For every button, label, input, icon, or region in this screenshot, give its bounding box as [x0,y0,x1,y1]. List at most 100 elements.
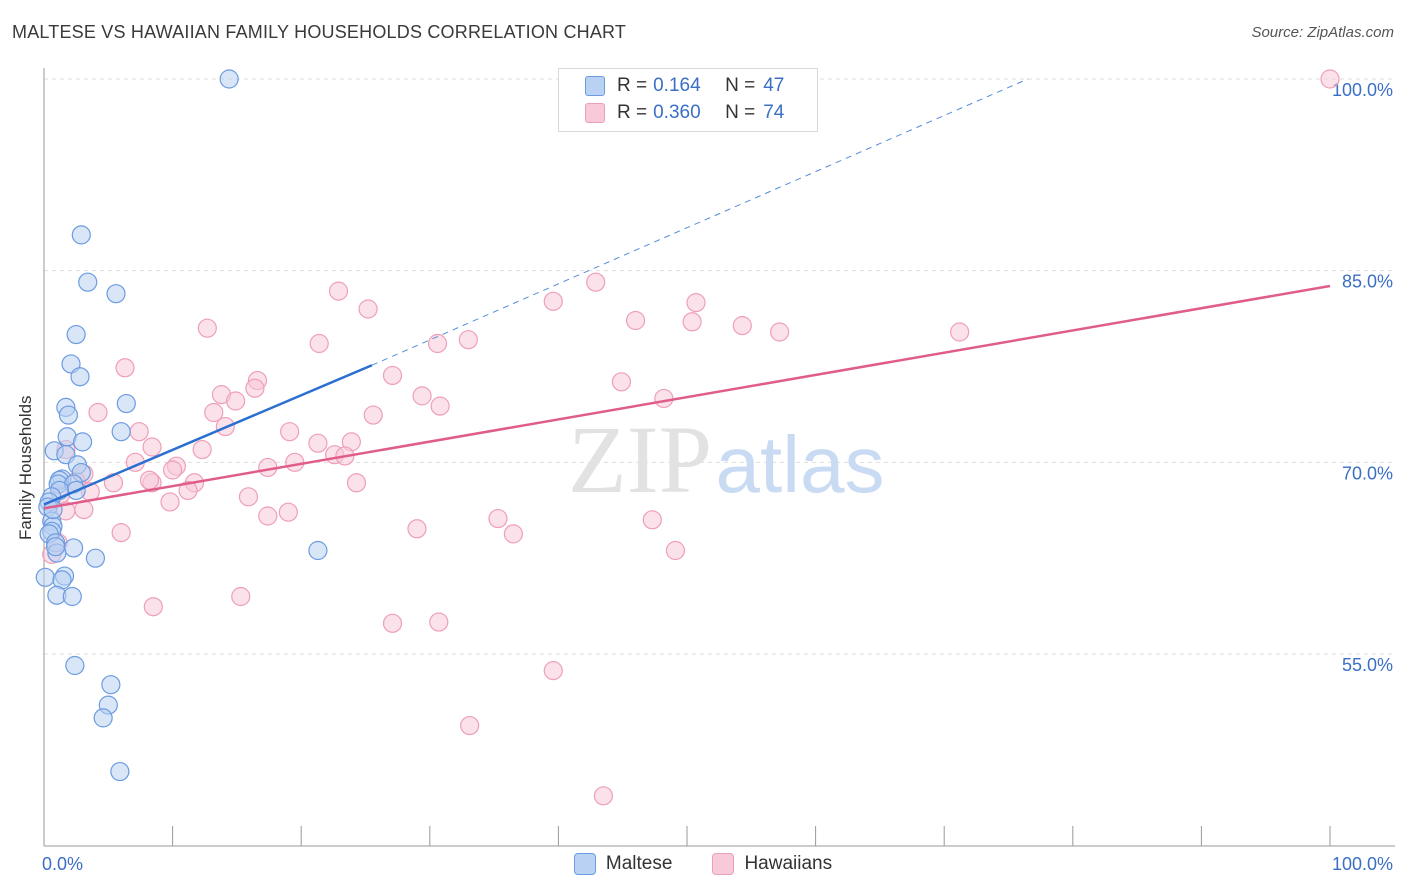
hawaiian-point [358,299,378,319]
hawaiian-point [593,786,614,806]
hawaiian-point [412,386,432,406]
hawaiian-point [278,502,298,522]
hawaiian-point [427,333,448,354]
maltese-legend-swatch [573,853,596,875]
hawaiian-point [197,318,217,338]
hawaiian-point [625,310,646,331]
hawaiian-point [732,316,752,336]
hawaiian-point [258,506,278,526]
hawaiian-point [178,480,198,501]
hawaiian-point [654,388,674,409]
hawaiian-trend-line [43,284,1331,510]
r-value: 0.360 [653,102,701,123]
hawaiian-point [1320,69,1340,89]
maltese-point [35,567,55,587]
n-label: N = [725,102,756,123]
hawaiian-point [111,523,131,543]
maltese-point [78,272,98,292]
maltese-trend-extension [371,78,1028,366]
x-tick-label: 0.0% [42,854,83,874]
hawaiian-point [142,437,162,457]
hawaiian-point [238,487,259,507]
hawaiian-point [382,365,403,386]
legend-label-hawaiians: Hawaiians [744,853,833,874]
hawaiian-point [192,439,212,460]
hawaiian-point [163,460,183,480]
n-value: 74 [763,102,785,123]
maltese-point [65,655,85,676]
hawaiian-point [245,378,265,398]
hawaiian-point [642,510,662,530]
maltese-point [308,540,328,561]
hawaiian-point [231,586,251,607]
maltese-point [62,586,82,607]
hawaiian-point [382,613,403,633]
hawaiian-point [143,597,163,617]
legend-row-maltese: R = 0.164 N = 47 [585,74,784,98]
hawaiian-point [308,433,328,453]
hawaiian-point [204,402,224,423]
hawaiian-point [430,396,450,416]
hawaiian-point [285,452,305,472]
y-tick-label: 100.0% [1332,80,1393,100]
hawaiian-point [160,492,180,512]
hawaiian-point [407,519,427,539]
legend-row-hawaiians: R = 0.360 N = 74 [585,101,784,125]
maltese-point [66,324,86,345]
hawaiian-point [346,473,367,493]
hawaiian-point [88,402,108,423]
maltese-point [71,225,91,245]
grid-lines [44,78,1395,655]
stats-legend: R = 0.164 N = 47 R = 0.360 N = 74 [558,68,818,132]
maltese-point [116,393,136,414]
hawaiian-point [686,293,706,313]
hawaiian-point [460,715,480,736]
hawaiian-point [226,391,246,411]
hawaiian-point [769,322,790,342]
hawaiian-point [488,508,508,529]
watermark-zip: ZIP [568,406,712,513]
maltese-point [58,405,79,425]
maltese-point [101,675,121,695]
axes [43,68,1395,847]
maltese-point [93,708,113,728]
r-label: R = [617,102,648,123]
y-tick-label: 55.0% [1342,655,1393,675]
maltese-point [72,432,93,452]
maltese-point [110,761,130,782]
hawaiian-point [458,330,478,350]
maltese-swatch [585,76,605,96]
hawaiian-point [309,333,329,354]
hawaiian-swatch [585,103,605,123]
hawaiian-point [950,322,970,342]
trend-lines [43,78,1331,510]
hawaiian-point [328,281,349,301]
y-tick-label: 70.0% [1342,463,1393,483]
legend-item-maltese: Maltese [573,853,673,875]
hawaiian-point [682,312,702,332]
legend-item-hawaiians: Hawaiians [712,853,832,875]
maltese-trend-line [43,364,373,506]
hawaiian-point [115,358,135,378]
maltese-point [85,548,106,568]
hawaiian-point [429,612,449,632]
y-axis-label: Family Households [16,395,35,540]
legend-label-maltese: Maltese [605,853,673,874]
hawaiian-point [665,540,686,561]
hawaiian-point [586,272,606,292]
watermark: ZIP atlas [568,406,884,513]
n-label: N = [725,75,756,96]
x-tick-labels: 0.0% 100.0% [42,854,1393,874]
y-tick-label: 85.0% [1342,272,1393,292]
hawaiian-point [611,372,632,392]
hawaiian-point [503,524,523,544]
hawaiian-point [129,422,149,442]
hawaiian-point [543,291,563,311]
y-tick-labels: 55.0% 70.0% 85.0% 100.0% [1332,80,1393,675]
hawaiian-point [363,405,383,425]
n-value: 47 [763,75,785,96]
chart-title: MALTESE VS HAWAIIAN FAMILY HOUSEHOLDS CO… [12,22,627,42]
maltese-point [70,367,90,387]
source-label: Source: ZipAtlas.com [1251,24,1394,41]
